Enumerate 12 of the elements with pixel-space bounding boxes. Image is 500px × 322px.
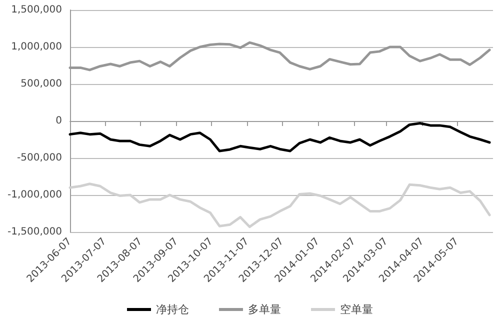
legend-label: 空单量 [340, 303, 373, 316]
y-tick-label: -1,000,000 [7, 190, 62, 200]
legend-label: 多单量 [248, 303, 281, 316]
y-tick-label: -500,000 [17, 152, 62, 164]
y-tick-label: -1,500,000 [7, 226, 62, 238]
line-series [68, 122, 491, 152]
line-series [68, 182, 491, 228]
y-tick-label: 1,000,000 [11, 42, 62, 52]
y-tick-label: 500,000 [20, 78, 62, 90]
legend-label: 净持仓 [156, 303, 189, 316]
y-tick-label: 0 [56, 116, 62, 126]
y-tick-label: 1,500,000 [11, 4, 62, 16]
